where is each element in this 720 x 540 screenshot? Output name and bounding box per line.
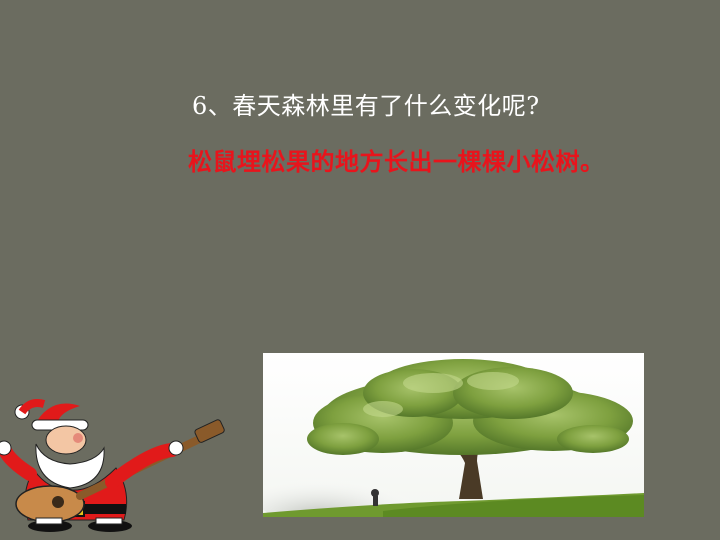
question-text: 6、春天森林里有了什么变化呢? [192, 92, 540, 120]
answer-text: 松鼠埋松果的地方长出一棵棵小松树。 [188, 148, 605, 176]
santa-guitar-icon [0, 399, 225, 532]
tree-photo-icon [263, 353, 644, 517]
